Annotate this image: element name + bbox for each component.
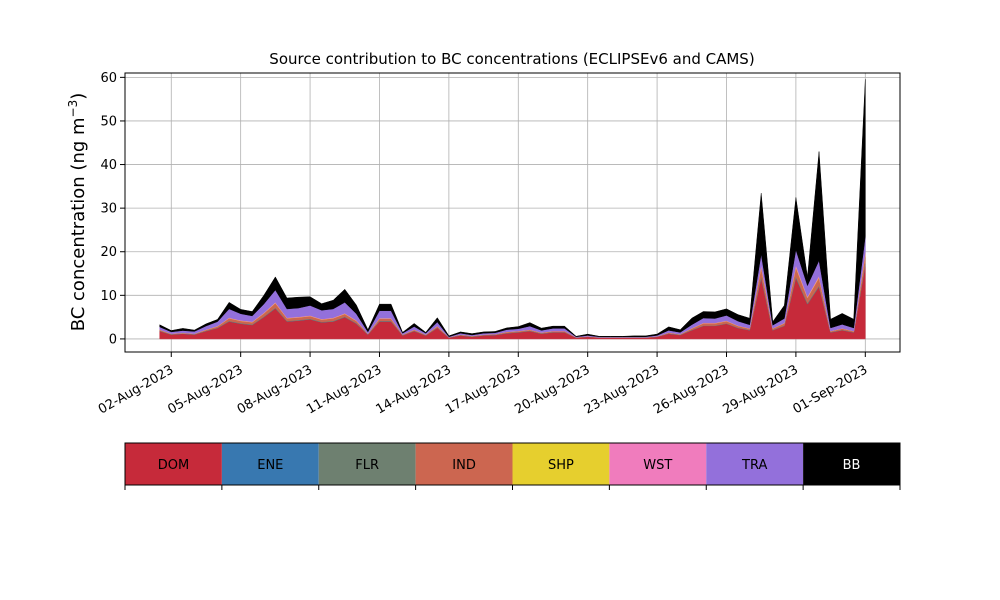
x-tick-label: 08-Aug-2023 bbox=[235, 362, 315, 417]
y-axis-ticks: 0 10 20 30 40 50 60 bbox=[100, 71, 125, 347]
y-axis-label: BC concentration (ng m−3) bbox=[66, 93, 89, 332]
x-tick-label: 17-Aug-2023 bbox=[443, 362, 523, 417]
legend-label-tra: TRA bbox=[741, 458, 767, 473]
legend-label-wst: WST bbox=[643, 458, 672, 473]
x-tick-label: 05-Aug-2023 bbox=[165, 362, 245, 417]
y-axis-label-main: BC concentration (ng m bbox=[68, 117, 89, 331]
y-axis-label-close: ) bbox=[68, 93, 89, 100]
x-tick-label: 26-Aug-2023 bbox=[651, 362, 731, 417]
area-bb bbox=[159, 79, 866, 338]
legend-swatch-shp bbox=[512, 443, 610, 485]
legend-label-bb: BB bbox=[843, 458, 861, 473]
x-tick-label: 14-Aug-2023 bbox=[374, 362, 454, 417]
legend-swatch-ene bbox=[221, 443, 319, 485]
legend-swatch-wst bbox=[609, 443, 707, 485]
legend-label-dom: DOM bbox=[158, 458, 189, 473]
legend-label-ene: ENE bbox=[257, 458, 283, 473]
y-tick-label: 0 bbox=[109, 332, 117, 347]
legend-colorbar: DOM ENE FLR IND SHP WST TRA BB bbox=[124, 442, 901, 490]
plot-frame bbox=[124, 72, 901, 353]
y-tick-label: 40 bbox=[100, 158, 117, 173]
legend-swatch-flr bbox=[318, 443, 416, 485]
x-tick-label: 11-Aug-2023 bbox=[304, 362, 384, 417]
y-tick-label: 50 bbox=[100, 114, 117, 129]
x-tick-label: 02-Aug-2023 bbox=[96, 362, 176, 417]
legend-label-ind: IND bbox=[452, 458, 476, 473]
y-tick-label: 60 bbox=[100, 71, 117, 86]
legend-label-flr: FLR bbox=[355, 458, 379, 473]
x-tick-label: 23-Aug-2023 bbox=[582, 362, 662, 417]
y-tick-label: 30 bbox=[100, 202, 117, 217]
x-tick-label: 01-Sep-2023 bbox=[790, 362, 870, 417]
x-axis-ticks: 02-Aug-202305-Aug-202308-Aug-202311-Aug-… bbox=[96, 352, 870, 418]
legend-swatch-ind bbox=[415, 443, 513, 485]
legend-label-shp: SHP bbox=[548, 458, 574, 473]
stacked-areas bbox=[159, 79, 866, 340]
legend-swatch-tra bbox=[706, 443, 804, 485]
x-tick-label: 20-Aug-2023 bbox=[512, 362, 592, 417]
legend-swatch-dom bbox=[125, 443, 222, 485]
chart-title: Source contribution to BC concentrations… bbox=[269, 50, 754, 68]
y-axis-label-unit-exponent: −3 bbox=[66, 100, 80, 118]
legend-swatch-bb bbox=[803, 443, 900, 485]
x-tick-label: 29-Aug-2023 bbox=[721, 362, 801, 417]
y-tick-label: 20 bbox=[100, 245, 117, 260]
y-tick-label: 10 bbox=[100, 289, 117, 304]
